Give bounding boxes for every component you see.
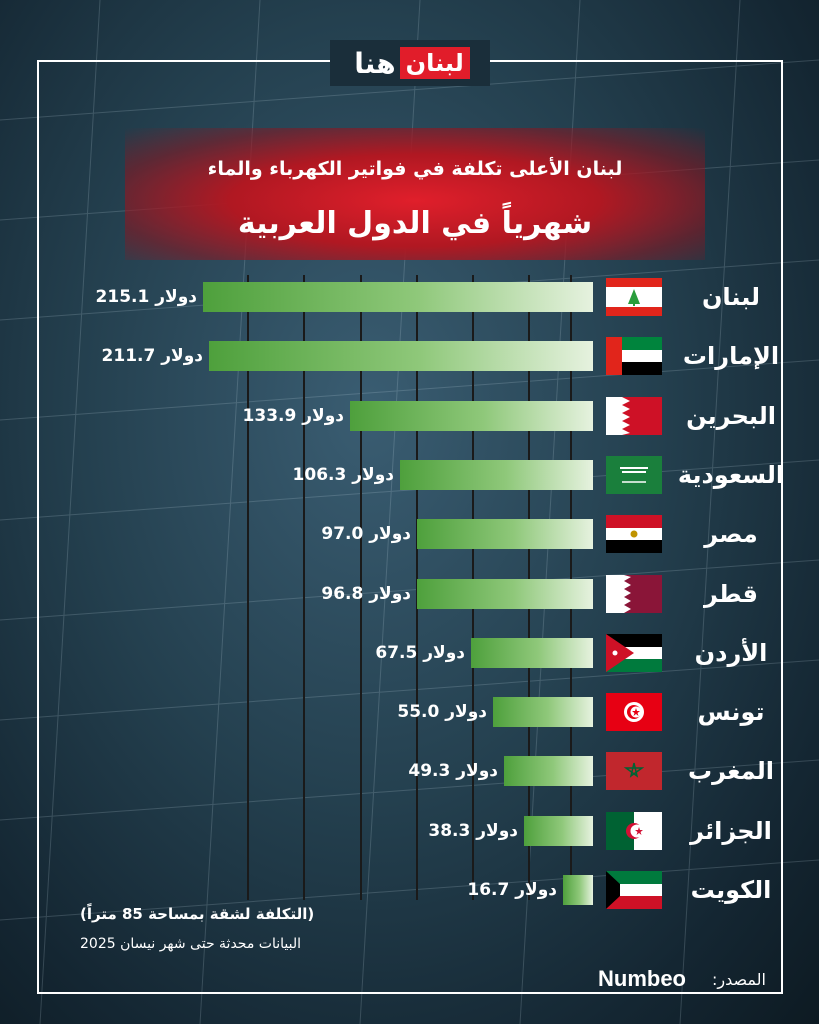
data-label: 211.7 دولار bbox=[101, 346, 203, 366]
grid-line bbox=[303, 275, 305, 900]
category-label: مصر bbox=[704, 520, 758, 548]
data-label: 38.3 دولار bbox=[428, 821, 518, 841]
bar bbox=[400, 460, 593, 490]
lebanon-flag bbox=[606, 278, 662, 316]
jordan-flag bbox=[606, 634, 662, 672]
data-label: 16.7 دولار bbox=[467, 880, 557, 900]
bar bbox=[203, 282, 593, 312]
category-label: الجزائر bbox=[690, 817, 772, 845]
bahrain-flag bbox=[606, 397, 662, 435]
bar bbox=[524, 816, 593, 846]
logo-part-lebanon: لبنان bbox=[399, 47, 470, 79]
chart-title: لبنان الأعلى تكلفة في فواتير الكهرباء وا… bbox=[207, 158, 623, 180]
title-background bbox=[125, 128, 705, 260]
data-label: 96.8 دولار bbox=[321, 584, 411, 604]
data-label: 215.1 دولار bbox=[95, 287, 197, 307]
bar bbox=[350, 401, 593, 431]
bar bbox=[417, 579, 593, 609]
data-label: 106.3 دولار bbox=[292, 465, 394, 485]
qatar-flag bbox=[606, 575, 662, 613]
source-label: المصدر: bbox=[712, 970, 766, 989]
algeria-flag bbox=[606, 812, 662, 850]
bar bbox=[504, 756, 593, 786]
footnote-area: (التكلفة لشقة بمساحة 85 متراً) bbox=[80, 905, 315, 923]
morocco-flag bbox=[606, 752, 662, 790]
category-label: تونس bbox=[697, 698, 765, 726]
chart-subtitle: شهرياً في الدول العربية bbox=[237, 206, 593, 241]
uae-flag bbox=[606, 337, 662, 375]
category-label: الإمارات bbox=[682, 342, 780, 370]
bar bbox=[209, 341, 593, 371]
footnote-date: البيانات محدثة حتى شهر نيسان 2025 bbox=[80, 936, 302, 952]
bar bbox=[417, 519, 593, 549]
logo-part-here: هنا bbox=[354, 46, 396, 80]
category-label: السعودية bbox=[677, 461, 785, 489]
grid-line bbox=[247, 275, 249, 900]
data-label: 67.5 دولار bbox=[375, 643, 465, 663]
bar bbox=[563, 875, 593, 905]
saudi-flag bbox=[606, 456, 662, 494]
bar bbox=[471, 638, 593, 668]
data-label: 49.3 دولار bbox=[408, 761, 498, 781]
tunisia-flag bbox=[606, 693, 662, 731]
data-label: 55.0 دولار bbox=[397, 702, 487, 722]
source-name: Numbeo bbox=[598, 966, 686, 991]
category-label: قطر bbox=[703, 580, 759, 608]
data-label: 133.9 دولار bbox=[242, 406, 344, 426]
grid-line bbox=[360, 275, 362, 900]
category-label: البحرين bbox=[686, 402, 776, 430]
bar bbox=[493, 697, 593, 727]
data-label: 97.0 دولار bbox=[321, 524, 411, 544]
brand-logo: لبنان هنا bbox=[330, 40, 490, 86]
category-label: الكويت bbox=[690, 876, 772, 904]
egypt-flag bbox=[606, 515, 662, 553]
kuwait-flag bbox=[606, 871, 662, 909]
category-label: الأردن bbox=[694, 639, 768, 667]
category-label: لبنان bbox=[701, 283, 761, 311]
category-label: المغرب bbox=[688, 757, 774, 785]
